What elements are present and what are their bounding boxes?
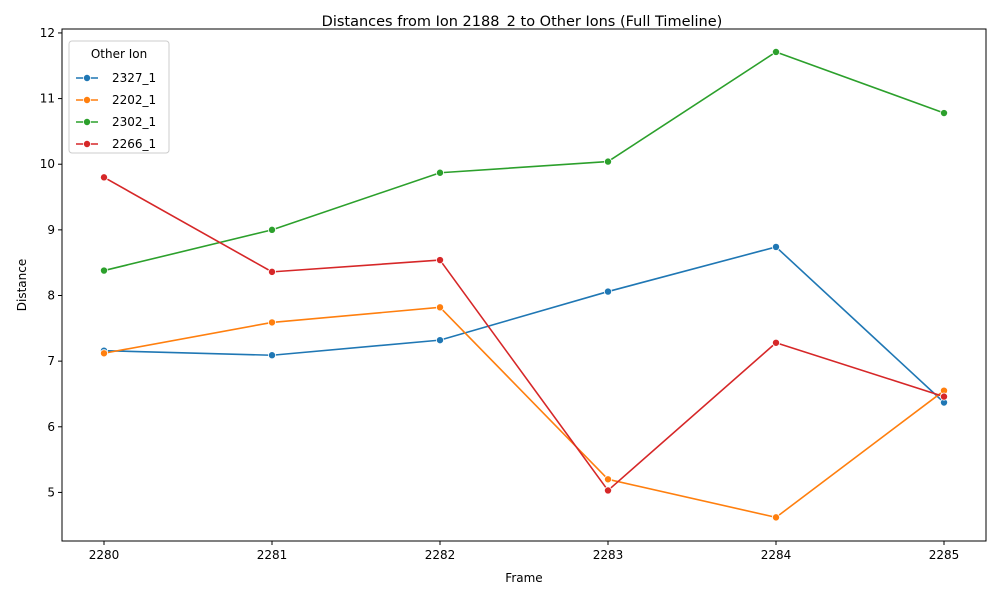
x-axis-label: Frame bbox=[505, 571, 542, 585]
data-point bbox=[435, 303, 444, 312]
series-2202_1 bbox=[100, 303, 949, 522]
x-axis: 2280 2281 2282 2283 2284 2285 bbox=[89, 541, 960, 562]
legend-title: Other Ion bbox=[91, 47, 147, 61]
data-point bbox=[100, 266, 109, 275]
y-tick-label: 6 bbox=[47, 420, 55, 434]
plot-frame bbox=[61, 28, 987, 542]
data-point bbox=[940, 109, 949, 118]
legend-item: 2266_1 bbox=[76, 137, 156, 151]
chart-title: Distances from Ion 2188_2 to Other Ions … bbox=[322, 14, 723, 30]
x-tick-label: 2284 bbox=[761, 548, 792, 562]
legend-box bbox=[68, 40, 170, 154]
y-tick-label: 9 bbox=[47, 223, 55, 237]
y-axis: 5 6 7 8 9 10 11 12 bbox=[40, 26, 62, 499]
x-tick-label: 2281 bbox=[257, 548, 288, 562]
data-point bbox=[267, 267, 276, 276]
y-tick-label: 7 bbox=[47, 354, 55, 368]
plot-area bbox=[100, 47, 949, 522]
data-point bbox=[772, 338, 781, 347]
series-2266_1 bbox=[100, 173, 949, 495]
legend-label: 2327_1 bbox=[112, 71, 156, 85]
data-point bbox=[772, 513, 781, 522]
data-point bbox=[435, 256, 444, 265]
data-point bbox=[604, 157, 613, 166]
x-tick-label: 2285 bbox=[929, 548, 960, 562]
y-tick-label: 8 bbox=[47, 289, 55, 303]
series-line bbox=[103, 51, 945, 272]
data-point bbox=[100, 173, 109, 182]
y-tick-label: 5 bbox=[47, 485, 55, 499]
y-axis-label: Distance bbox=[15, 259, 29, 311]
data-point bbox=[604, 475, 613, 484]
y-tick-label: 12 bbox=[40, 26, 55, 40]
legend-item: 2327_1 bbox=[76, 71, 156, 85]
x-tick-label: 2282 bbox=[425, 548, 456, 562]
legend-marker bbox=[83, 74, 92, 83]
data-point bbox=[267, 351, 276, 360]
series-line bbox=[103, 176, 945, 492]
legend-marker bbox=[83, 139, 92, 148]
data-point bbox=[435, 168, 444, 177]
legend-marker bbox=[83, 96, 92, 105]
data-point bbox=[772, 47, 781, 56]
x-tick-label: 2283 bbox=[593, 548, 624, 562]
x-tick-label: 2280 bbox=[89, 548, 120, 562]
legend-label: 2202_1 bbox=[112, 93, 156, 107]
legend-label: 2266_1 bbox=[112, 137, 156, 151]
data-point bbox=[940, 392, 949, 401]
data-point bbox=[435, 336, 444, 345]
legend-marker bbox=[83, 118, 92, 127]
legend-item: 2302_1 bbox=[76, 115, 156, 129]
y-tick-label: 11 bbox=[40, 92, 55, 106]
data-point bbox=[772, 242, 781, 251]
data-point bbox=[267, 225, 276, 234]
legend-label: 2302_1 bbox=[112, 115, 156, 129]
data-point bbox=[604, 486, 613, 495]
y-tick-label: 10 bbox=[40, 157, 55, 171]
legend-item: 2202_1 bbox=[76, 93, 156, 107]
data-point bbox=[267, 318, 276, 327]
series-2302_1 bbox=[100, 47, 949, 275]
data-point bbox=[100, 349, 109, 358]
series-line bbox=[103, 246, 945, 404]
series-line bbox=[103, 306, 945, 519]
series-2327_1 bbox=[100, 242, 949, 407]
legend: Other Ion 2327_1 2202_1 2302_1 2266_1 bbox=[68, 40, 170, 154]
data-point bbox=[604, 287, 613, 296]
